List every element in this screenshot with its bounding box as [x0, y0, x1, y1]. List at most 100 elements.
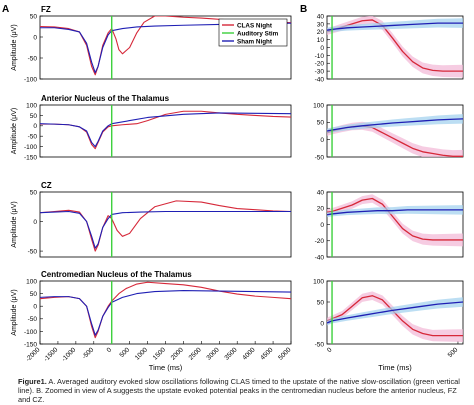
x-tick-label: -1000: [61, 346, 78, 363]
y-tick-label: 100: [26, 278, 37, 285]
x-tick-label: 2000: [170, 346, 185, 361]
y-tick-label: -50: [28, 55, 38, 62]
y-tick-label: -50: [28, 248, 38, 255]
y-tick-label: 100: [313, 102, 324, 109]
y-tick-label: -100: [24, 329, 37, 336]
y-tick-label: 0: [320, 222, 324, 229]
legend-entry: Sham Night: [237, 38, 273, 45]
y-tick-label: -50: [28, 134, 38, 141]
sham-night-line: [327, 209, 463, 216]
clas-confidence-band: [327, 291, 463, 342]
y-tick-label: -30: [315, 69, 325, 76]
sham-night-line: [40, 22, 291, 74]
plot-6: 100 50 0 -50: [313, 102, 464, 161]
x-tick-label: -2000: [25, 346, 42, 363]
plot-frame: [326, 191, 464, 258]
x-tick-label: 0: [326, 346, 334, 354]
legend-entry: CLAS Night: [237, 22, 273, 29]
x-tick-label: 3000: [206, 346, 221, 361]
y-tick-label: 10: [317, 37, 325, 44]
plot-area: [327, 194, 463, 247]
y-tick-label: -100: [24, 76, 37, 83]
plot-4: Centromedian Nucleus of the Thalamus Ampl…: [11, 270, 293, 372]
caption-text: A. Averaged auditory evoked slow oscilla…: [18, 377, 460, 405]
sham-night-line: [40, 210, 291, 249]
y-tick-label: -50: [315, 341, 325, 348]
plot-title: CZ: [41, 181, 52, 190]
y-tick-label: -50: [28, 316, 38, 323]
plot-area: [40, 200, 291, 252]
y-axis-label: Amplitude (μV): [11, 24, 18, 70]
x-tick-label: 4500: [259, 346, 274, 361]
y-tick-label: -10: [315, 53, 325, 60]
y-tick-label: 0: [33, 304, 37, 311]
y-tick-label: 0: [33, 123, 37, 130]
y-tick-label: 100: [26, 102, 37, 109]
y-tick-label: -20: [315, 238, 325, 245]
x-tick-label: 4000: [241, 346, 256, 361]
y-tick-label: -40: [315, 76, 325, 83]
plot-title: FZ: [41, 5, 51, 14]
plot-title: Anterior Nucleus of the Thalamus: [41, 94, 170, 103]
y-tick-label: 50: [317, 299, 325, 306]
y-tick-label: 50: [30, 13, 38, 20]
x-tick-label: 5000: [277, 346, 292, 361]
y-tick-label: -20: [315, 61, 325, 68]
plot-area: [327, 16, 463, 78]
y-tick-label: 40: [317, 13, 325, 20]
sham-night-line: [40, 112, 291, 148]
y-tick-label: -100: [24, 144, 37, 151]
plot-3: CZ Amplitude (μV) 50 0 -50: [11, 181, 292, 258]
legend-entry: Auditory Stim: [237, 30, 279, 37]
y-tick-label: 0: [33, 219, 37, 226]
y-tick-label: 50: [317, 120, 325, 127]
sham-night-line: [327, 22, 463, 31]
plot-area: [327, 291, 463, 342]
y-tick-label: 0: [320, 137, 324, 144]
plot-area: [40, 16, 291, 76]
y-tick-label: -50: [315, 154, 325, 161]
x-tick-label: 1000: [134, 346, 149, 361]
y-axis-label: Amplitude (μV): [11, 289, 18, 335]
x-axis-label: Time (ms): [378, 363, 412, 372]
plot-area: [40, 110, 291, 150]
plot-frame: [39, 280, 292, 345]
figure-caption: Figure1. A. Averaged auditory evoked slo…: [18, 377, 470, 405]
y-tick-label: 0: [33, 34, 37, 41]
y-tick-label: -40: [315, 254, 325, 261]
y-tick-label: 50: [30, 189, 38, 196]
plot-2: Anterior Nucleus of the Thalamus Amplitud…: [11, 94, 292, 161]
y-tick-label: 30: [317, 21, 325, 28]
plot-frame: [39, 191, 292, 258]
clas-night-line: [40, 16, 291, 76]
y-axis-label: Amplitude (μV): [11, 108, 18, 154]
y-tick-label: 50: [30, 113, 38, 120]
x-tick-label: 500: [118, 346, 131, 359]
sham-night-line: [40, 290, 291, 336]
y-tick-label: 0: [320, 45, 324, 52]
x-tick-label: 500: [447, 346, 460, 359]
panel-b-label: B: [300, 4, 307, 15]
y-axis-label: Amplitude (μV): [11, 201, 18, 247]
panel-a-label: A: [2, 4, 9, 15]
y-tick-label: 100: [313, 278, 324, 285]
y-tick-label: 20: [317, 29, 325, 36]
sham-night-line: [327, 301, 463, 324]
y-tick-label: 0: [320, 320, 324, 327]
plot-area: [40, 281, 291, 339]
sham-confidence-band: [327, 114, 463, 134]
x-tick-label: 2500: [188, 346, 203, 361]
plot-frame: [326, 104, 464, 158]
x-tick-label: -1500: [43, 346, 60, 363]
clas-night-line: [327, 197, 463, 241]
y-tick-label: 50: [30, 291, 38, 298]
x-tick-label: 3500: [223, 346, 238, 361]
plot-title: Centromedian Nucleus of the Thalamus: [41, 270, 192, 279]
x-tick-label: 1500: [152, 346, 167, 361]
plot-1: FZ Amplitude (μV) 50 0 -50 -100 CLAS NightAudi…: [11, 5, 292, 83]
